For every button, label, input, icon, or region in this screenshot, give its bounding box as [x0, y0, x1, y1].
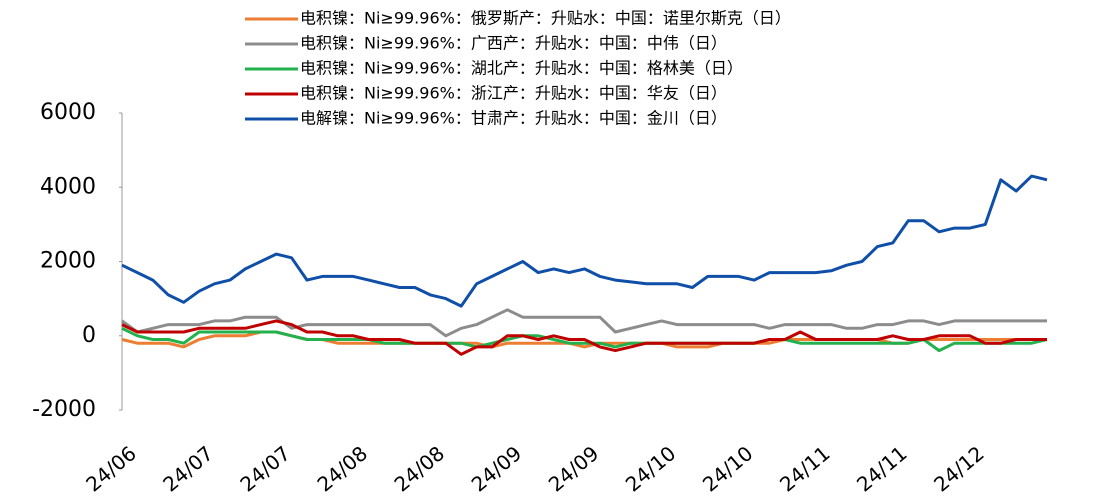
x-tick-label: 24/07	[158, 441, 218, 496]
x-tick-label: 24/12	[929, 441, 989, 496]
x-tick-label: 24/09	[544, 441, 604, 496]
series-line	[121, 174, 1048, 308]
series-line	[121, 308, 1047, 338]
x-tick-label: 24/10	[698, 441, 758, 496]
series-line	[121, 319, 1047, 356]
x-tick-label: 24/08	[390, 441, 450, 496]
legend-label: 电积镍：Ni≥99.96%：广西产：升贴水：中国：中伟（日）	[300, 34, 727, 53]
x-tick-label: 24/11	[852, 441, 912, 496]
legend-label: 电积镍：Ni≥99.96%：湖北产：升贴水：中国：格林美（日）	[300, 59, 743, 78]
x-tick-label: 24/06	[81, 441, 141, 496]
x-tick-label: 24/07	[235, 441, 295, 496]
x-tick-label: 24/08	[312, 441, 372, 496]
y-tick-label: 2000	[40, 249, 96, 274]
x-tick-label: 24/10	[621, 441, 681, 496]
y-tick-label: 0	[82, 323, 96, 348]
y-tick-label: 4000	[40, 174, 96, 199]
legend-label: 电积镍：Ni≥99.96%：俄罗斯产：升贴水：中国：诺里尔斯克（日）	[300, 9, 791, 28]
series-line	[121, 326, 1048, 353]
x-tick-label: 24/09	[467, 441, 527, 496]
x-tick-label: 24/11	[775, 441, 835, 496]
y-tick-label: 6000	[40, 100, 96, 125]
legend-label: 电积镍：Ni≥99.96%：浙江产：升贴水：中国：华友（日）	[300, 84, 727, 103]
legend-label: 电解镍：Ni≥99.96%：甘肃产：升贴水：中国：金川（日）	[300, 109, 727, 128]
y-tick-label: -2000	[32, 397, 96, 422]
